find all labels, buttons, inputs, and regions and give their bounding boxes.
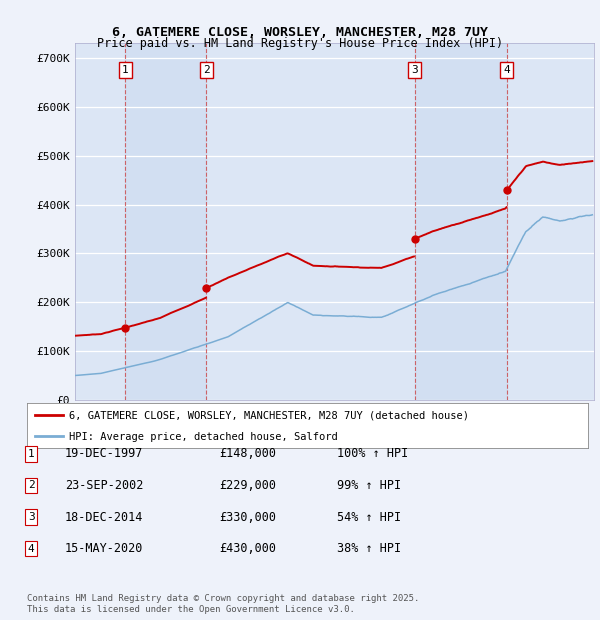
Text: 1: 1 [122, 65, 129, 75]
Text: £229,000: £229,000 [219, 479, 276, 492]
Text: 1: 1 [28, 449, 35, 459]
Text: 19-DEC-1997: 19-DEC-1997 [65, 448, 143, 460]
Text: 18-DEC-2014: 18-DEC-2014 [65, 511, 143, 523]
Text: 23-SEP-2002: 23-SEP-2002 [65, 479, 143, 492]
Text: 2: 2 [203, 65, 210, 75]
Text: 6, GATEMERE CLOSE, WORSLEY, MANCHESTER, M28 7UY: 6, GATEMERE CLOSE, WORSLEY, MANCHESTER, … [112, 26, 488, 39]
Text: £330,000: £330,000 [219, 511, 276, 523]
Text: 3: 3 [28, 512, 35, 522]
Text: 6, GATEMERE CLOSE, WORSLEY, MANCHESTER, M28 7UY (detached house): 6, GATEMERE CLOSE, WORSLEY, MANCHESTER, … [69, 411, 469, 421]
Bar [415, 43, 507, 400]
Text: 4: 4 [28, 544, 35, 554]
Text: 100% ↑ HPI: 100% ↑ HPI [337, 448, 409, 460]
Text: 3: 3 [411, 65, 418, 75]
Text: 54% ↑ HPI: 54% ↑ HPI [337, 511, 401, 523]
Text: £148,000: £148,000 [219, 448, 276, 460]
Text: Price paid vs. HM Land Registry's House Price Index (HPI): Price paid vs. HM Land Registry's House … [97, 37, 503, 50]
Text: 15-MAY-2020: 15-MAY-2020 [65, 542, 143, 555]
Text: 4: 4 [503, 65, 510, 75]
Text: 2: 2 [28, 480, 35, 490]
Text: 99% ↑ HPI: 99% ↑ HPI [337, 479, 401, 492]
Text: 38% ↑ HPI: 38% ↑ HPI [337, 542, 401, 555]
Bar [125, 43, 206, 400]
Text: Contains HM Land Registry data © Crown copyright and database right 2025.
This d: Contains HM Land Registry data © Crown c… [27, 595, 419, 614]
Text: HPI: Average price, detached house, Salford: HPI: Average price, detached house, Salf… [69, 432, 338, 443]
Text: £430,000: £430,000 [219, 542, 276, 555]
